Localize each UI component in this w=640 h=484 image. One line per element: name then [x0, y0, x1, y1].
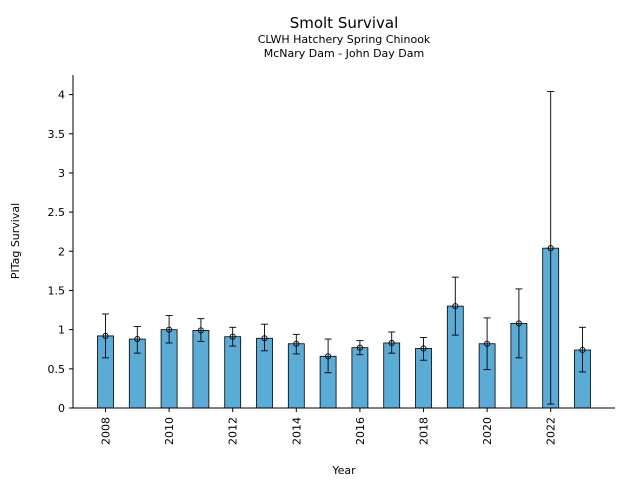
y-tick-label-0: 0 — [58, 402, 65, 415]
y-tick-label-3: 3 — [58, 167, 65, 180]
value-marker-2010 — [166, 326, 173, 333]
value-marker-2016 — [356, 344, 363, 351]
chart-axes: 0 0.5 1 1.5 2 2.5 3 3.5 4 2008 2010 2012 2014 2016 201… — [48, 75, 615, 445]
value-marker-2019 — [452, 303, 459, 310]
chart-subtitle-line-1: CLWH Hatchery Spring Chinook — [258, 33, 431, 46]
value-marker-2013 — [261, 335, 268, 342]
bar-2012 — [224, 336, 242, 409]
value-marker-2018 — [420, 345, 427, 352]
value-marker-2020 — [484, 340, 491, 347]
value-marker-2022 — [547, 245, 554, 252]
value-marker-2015 — [325, 353, 332, 360]
y-axis-label: PITag Survival — [9, 203, 22, 279]
x-tick-label-2018: 2018 — [418, 417, 431, 445]
value-marker-2011 — [197, 327, 204, 334]
x-tick-label-2010: 2010 — [163, 417, 176, 445]
x-tick-label-2014: 2014 — [290, 417, 303, 445]
value-marker-2023 — [579, 346, 586, 354]
chart-title: Smolt Survival — [290, 14, 399, 32]
x-axis-label: Year — [331, 464, 356, 477]
bar-2011 — [192, 330, 210, 409]
chart-subtitle-line-2: McNary Dam - John Day Dam — [264, 47, 424, 60]
value-marker-2014 — [293, 340, 300, 347]
y-tick-label-2.5: 2.5 — [48, 206, 66, 219]
value-marker-2017 — [388, 339, 395, 347]
bar-2016 — [351, 347, 369, 409]
value-marker-2021 — [515, 320, 522, 327]
y-tick-label-1.5: 1.5 — [48, 284, 66, 297]
value-marker-2008 — [102, 332, 109, 339]
value-marker-2009 — [134, 335, 141, 343]
x-tick-label-2020: 2020 — [481, 417, 494, 445]
y-tick-label-0.5: 0.5 — [48, 363, 66, 376]
x-tick-label-2012: 2012 — [227, 417, 240, 445]
x-tick-label-2008: 2008 — [100, 417, 113, 445]
y-tick-label-2: 2 — [58, 245, 65, 258]
value-marker-2012 — [229, 333, 236, 340]
x-tick-label-2022: 2022 — [545, 417, 558, 445]
y-tick-label-1: 1 — [58, 324, 65, 337]
chart-marks — [97, 91, 591, 409]
y-tick-label-3.5: 3.5 — [48, 128, 66, 141]
x-tick-label-2016: 2016 — [354, 417, 367, 445]
y-tick-label-4: 4 — [58, 89, 65, 102]
